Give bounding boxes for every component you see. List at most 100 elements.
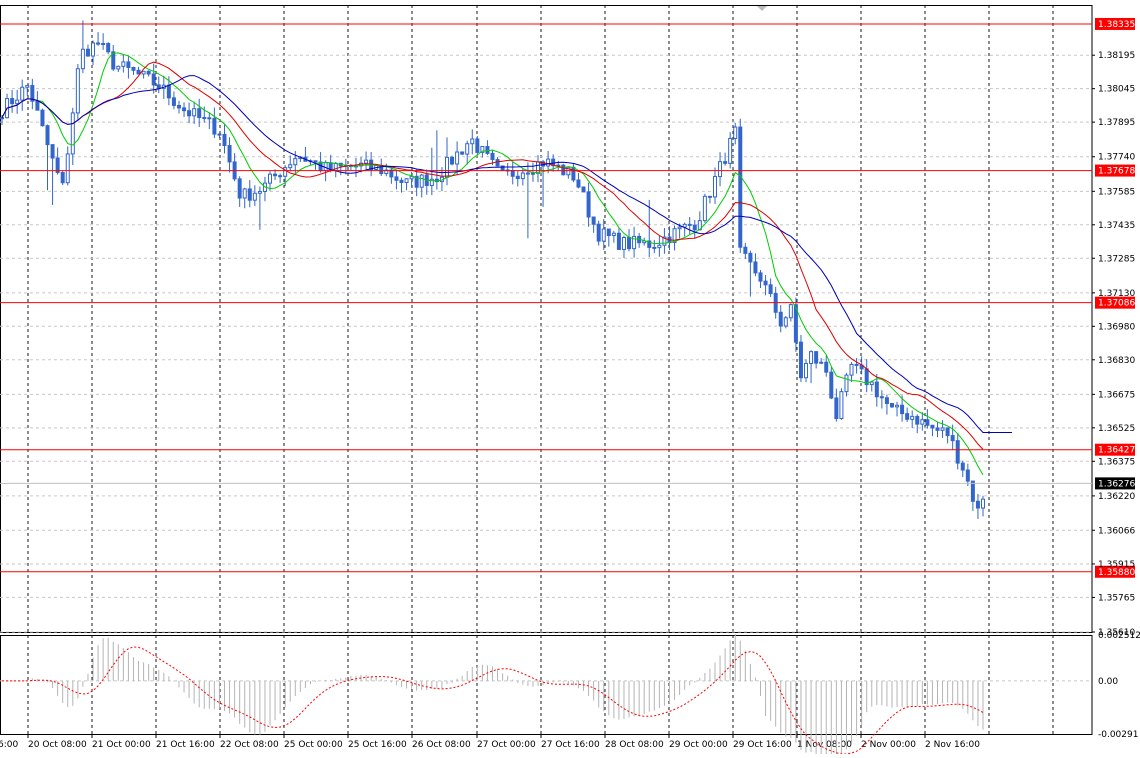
y-tick-label: 1.36830 (1098, 356, 1135, 366)
level-tag (1095, 17, 1135, 30)
candle-body (591, 216, 596, 225)
candle-body (399, 179, 404, 183)
level-tag (1095, 296, 1135, 309)
candle-body (970, 480, 975, 502)
candle-body (156, 84, 161, 89)
chart-frame (0, 5, 1093, 735)
x-tick-label: 2 Nov 00:00 (861, 740, 916, 750)
osc-signal-line (2, 646, 984, 755)
horizontal-levels[interactable]: 1.38335 1.37678 1.37086 1.36427 1.35880 1.362… (0, 17, 1135, 578)
candle-body (616, 232, 621, 250)
candle-body (707, 195, 712, 198)
candle-body (20, 86, 25, 101)
candle-body (596, 223, 601, 242)
candle-body (687, 223, 692, 226)
candle-body (404, 178, 409, 183)
candle-body (460, 151, 465, 155)
x-tick-label: 21 Oct 16:00 (156, 740, 215, 750)
candle-body (227, 145, 232, 163)
candle-body (576, 179, 581, 188)
candle-body (874, 381, 879, 398)
candle-body (834, 397, 839, 420)
moving-averages (1, 52, 1012, 476)
candle-body (723, 161, 728, 164)
y-tick-label: 1.36980 (1098, 322, 1135, 332)
candle-body (809, 351, 814, 364)
x-tick-label: 21 Oct 00:00 (92, 740, 151, 750)
candle-body (75, 68, 80, 114)
candle-body (627, 237, 632, 250)
candle-body (945, 427, 950, 437)
y-tick-label: 1.36066 (1098, 526, 1135, 536)
candle-body (242, 188, 247, 199)
candle-body (313, 160, 318, 163)
ma-mid-line (1, 61, 984, 450)
y-tick-label: 1.38045 (1098, 85, 1135, 95)
grid-lines (0, 5, 1092, 734)
candle-body (273, 173, 278, 177)
candle-body (768, 284, 773, 295)
x-tick-label: 6:00 (0, 740, 18, 750)
candle-body (495, 159, 500, 167)
candle-body (561, 164, 566, 176)
candle-body (910, 415, 915, 420)
candle-body (247, 188, 252, 201)
shift-marker-icon (757, 6, 767, 11)
candle-body (581, 186, 586, 193)
candle-body (450, 156, 455, 165)
candle-body (182, 107, 187, 112)
candle-body (718, 161, 723, 178)
candle-body (10, 98, 15, 105)
candle-body (470, 138, 475, 145)
y-tick-label: 1.37585 (1098, 187, 1135, 197)
candle-body (905, 413, 910, 420)
candle-body (419, 174, 424, 188)
candle-body (733, 126, 738, 139)
x-tick-label: 29 Oct 16:00 (733, 740, 792, 750)
candle-body (15, 99, 20, 105)
candle-body (55, 157, 60, 174)
x-tick-label: 26 Oct 08:00 (412, 740, 471, 750)
candle-body (632, 235, 637, 250)
candle-body (611, 232, 616, 237)
candle-body (895, 404, 900, 408)
candle-body (70, 112, 75, 155)
candle-body (712, 176, 717, 198)
candle-body (879, 396, 884, 399)
y-tick-label: 1.37740 (1098, 153, 1135, 163)
y-tick-label: 1.36220 (1098, 492, 1135, 502)
candle-body (480, 145, 485, 153)
x-tick-label: 20 Oct 08:00 (28, 740, 87, 750)
candle-body (30, 85, 35, 102)
y-tick-label: 1.36375 (1098, 457, 1135, 467)
candle-body (753, 261, 758, 274)
candle-body (728, 137, 733, 164)
candle-body (65, 153, 70, 184)
candle-body (530, 172, 535, 175)
x-tick-label: 27 Oct 16:00 (541, 740, 600, 750)
candle-body (283, 167, 288, 177)
candle-body (672, 228, 677, 243)
oscillator-panel-border (0, 635, 1093, 735)
candle-body (950, 435, 955, 442)
ma-slow-line (1, 75, 1012, 433)
candle-body (647, 240, 652, 248)
candle-body (955, 440, 960, 464)
candle-body (217, 133, 222, 136)
candle-body (586, 191, 591, 218)
candle-body (278, 175, 283, 178)
candle-body (500, 165, 505, 171)
candle-body (844, 374, 849, 393)
candle-body (975, 500, 980, 509)
candle-body (222, 133, 227, 147)
candle-body (414, 175, 419, 188)
level-tag-label: 1.36427 (1098, 446, 1135, 456)
candle-body (702, 195, 707, 222)
candle-body (60, 172, 65, 184)
candle-body (925, 419, 930, 426)
candle-body (116, 65, 121, 70)
candle-body (429, 178, 434, 187)
candle-body (940, 427, 945, 431)
